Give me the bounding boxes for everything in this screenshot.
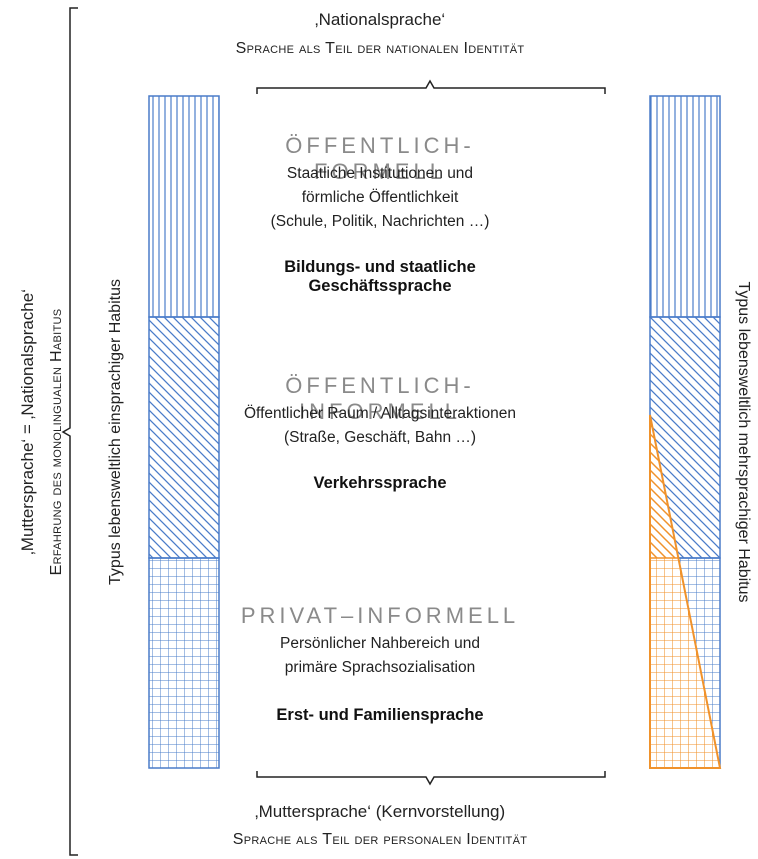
desc-line: Staatliche Institutionen und <box>286 165 474 182</box>
section-formal-language: Bildungs- und staatliche Geschäftssprach… <box>284 258 476 295</box>
right-bar <box>649 95 722 769</box>
triangle-outline <box>649 414 722 769</box>
outer-label-line2: Erfahrung des monolingualen Habitus <box>48 308 65 576</box>
section-public-informal-description: Öffentlicher Raum / Alltagsinteraktionen… <box>220 402 540 450</box>
right-bar-formal <box>649 95 721 318</box>
desc-line: (Schule, Politik, Nachrichten …) <box>270 213 490 230</box>
desc-line: Persönlicher Nahbereich und <box>280 635 480 652</box>
section-formal-description: Staatliche Institutionen und förmliche Ö… <box>220 162 540 234</box>
desc-line: primäre Sprachsozialisation <box>284 659 476 676</box>
left-bar-public-informal <box>148 316 220 559</box>
section-formal-heading: ÖFFENTLICH-FORMELL <box>285 133 475 184</box>
top-subtitle: Sprache als Teil der nationalen Identitä… <box>235 40 525 57</box>
desc-line: (Straße, Geschäft, Bahn …) <box>283 429 477 446</box>
left-bar-label: Typus lebensweltlich einsprachiger Habit… <box>107 279 124 585</box>
section-public-informal-heading: ÖFFENTLICH-INFORMELL <box>285 373 475 424</box>
bottom-brace <box>256 771 606 786</box>
left-bar-formal <box>148 95 220 318</box>
top-title: ‚Nationalsprache‘ <box>314 10 446 29</box>
bottom-title: ‚Muttersprache‘ (Kernvorstellung) <box>254 802 506 821</box>
left-bar <box>148 95 220 769</box>
section-private-description: Persönlicher Nahbereich und primäre Spra… <box>220 632 540 680</box>
desc-line: förmliche Öffentlichkeit <box>301 189 459 206</box>
outer-left-brace <box>61 7 78 856</box>
top-brace <box>256 79 606 94</box>
right-bar-label: Typus lebensweltlich mehrsprachiger Habi… <box>735 281 752 603</box>
section-private-language: Erst- und Familiensprache <box>276 706 484 724</box>
section-public-informal-language: Verkehrssprache <box>313 474 447 492</box>
section-private-heading: PRIVAT–INFORMELL <box>240 603 520 628</box>
bottom-subtitle: Sprache als Teil der personalen Identitä… <box>232 831 528 848</box>
outer-label-line1: ‚Muttersprache‘ = ‚Nationalsprache‘ <box>18 289 37 555</box>
desc-line: Öffentlicher Raum / Alltagsinteraktionen <box>244 405 516 422</box>
left-bar-private <box>148 557 220 769</box>
